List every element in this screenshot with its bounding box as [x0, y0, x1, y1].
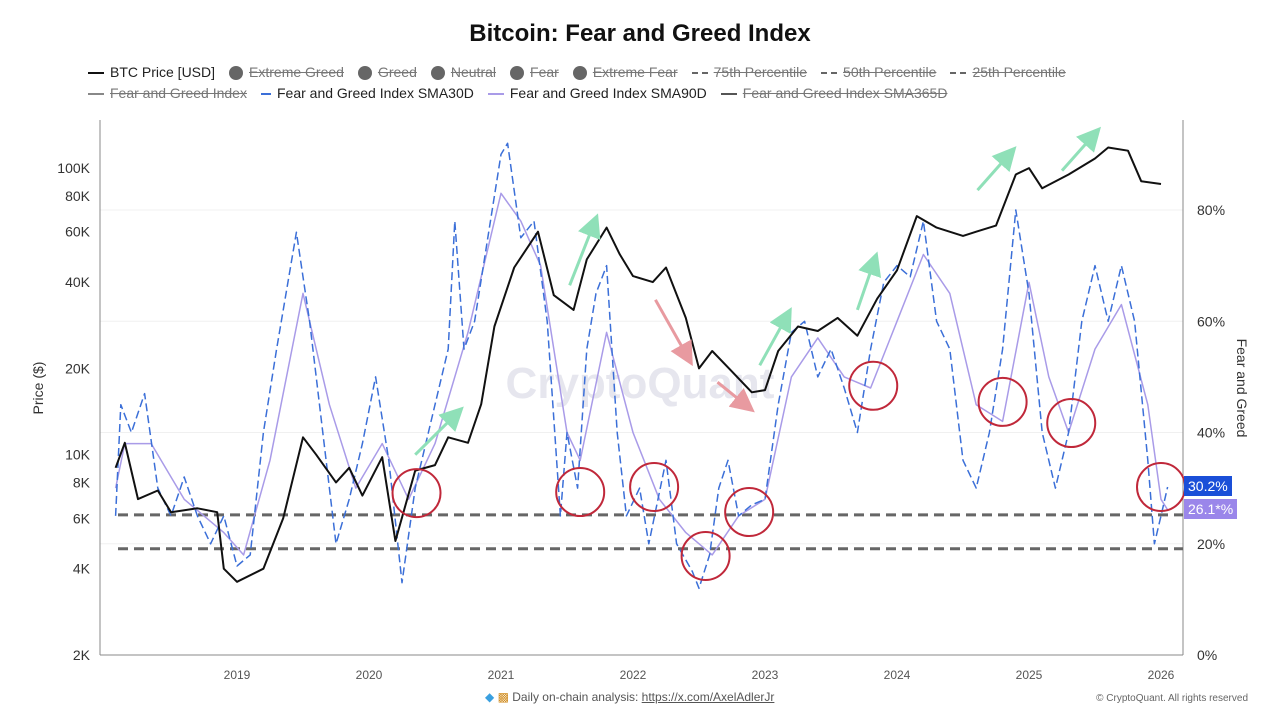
left-axis-label: Price ($)	[30, 362, 46, 415]
x-tick-label: 2022	[620, 668, 647, 682]
x-tick-label: 2021	[488, 668, 515, 682]
legend-swatch	[720, 93, 737, 96]
diamond-icon: ◆	[485, 690, 495, 704]
legend-label: Fear and Greed Index	[110, 85, 247, 101]
legend-swatch	[691, 72, 708, 75]
legend-swatch	[950, 72, 967, 75]
legend-swatch	[88, 72, 104, 75]
footer-link[interactable]: https://x.com/AxelAdlerJr	[641, 690, 775, 704]
legend-label: Fear and Greed Index SMA30D	[276, 85, 474, 101]
legend-item[interactable]: Neutral	[430, 62, 497, 83]
legend-label: Extreme Fear	[592, 64, 678, 80]
sma90-last-value-badge: 26.1*%	[1184, 499, 1238, 519]
annotation-circle	[555, 467, 606, 518]
left-tick-label: 20K	[65, 360, 91, 376]
left-tick-label: 100K	[57, 160, 90, 176]
legend-item[interactable]: Greed	[357, 62, 417, 83]
legend-item[interactable]: Fear and Greed Index SMA90D	[487, 83, 707, 104]
right-tick-label: 20%	[1197, 536, 1225, 552]
x-tick-label: 2025	[1016, 668, 1043, 682]
footer: ◆ ▩ Daily on-chain analysis: https://x.c…	[485, 690, 774, 704]
legend-swatch	[88, 93, 104, 96]
watermark: CryptoQuant	[506, 359, 775, 408]
right-axis-label: Fear and Greed	[1234, 339, 1250, 438]
left-tick-label: 8K	[73, 474, 91, 490]
legend-swatch	[572, 66, 587, 81]
footer-text: Daily on-chain analysis:	[512, 690, 642, 704]
legend-label: Neutral	[450, 64, 497, 80]
series-line-fear-and-greed-index-sma90d	[114, 192, 1169, 556]
annotation-circle	[391, 468, 442, 519]
legend-swatch	[510, 66, 525, 81]
down-arrow	[654, 299, 693, 367]
series-line-btc-price-usd-	[114, 146, 1162, 583]
sma30-last-value-badge: 30.2%	[1184, 476, 1232, 496]
legend-swatch	[357, 66, 372, 81]
legend-label: 75th Percentile	[713, 64, 808, 80]
annotation-circle	[724, 487, 775, 538]
left-tick-label: 40K	[65, 274, 91, 290]
annotation-circle	[977, 376, 1028, 427]
right-tick-label: 40%	[1197, 425, 1225, 441]
legend-item[interactable]: Extreme Greed	[229, 62, 344, 83]
legend-item[interactable]: Fear and Greed Index SMA365D	[720, 83, 948, 104]
annotation-circle	[629, 462, 680, 513]
legend-item[interactable]: Fear and Greed Index	[88, 83, 247, 104]
legend-swatch	[821, 72, 838, 75]
legend-label: Fear and Greed Index SMA90D	[509, 85, 707, 101]
annotation-circle	[1136, 462, 1186, 513]
left-tick-label: 10K	[65, 447, 91, 463]
right-tick-label: 0%	[1197, 647, 1217, 663]
legend: BTC Price [USD] Extreme Greed Greed Neutral…	[88, 62, 1208, 104]
legend-swatch	[260, 93, 271, 96]
person-icon: ▩	[497, 690, 509, 704]
left-tick-label: 2K	[73, 647, 91, 663]
right-tick-label: 80%	[1197, 202, 1225, 218]
x-tick-label: 2023	[752, 668, 779, 682]
legend-item[interactable]: Fear and Greed Index SMA30D	[260, 83, 474, 104]
series-line-fear-and-greed-index-sma30d	[114, 142, 1169, 590]
x-tick-label: 2024	[884, 668, 911, 682]
legend-label: Fear and Greed Index SMA365D	[742, 85, 948, 101]
down-arrow	[716, 381, 755, 413]
up-arrow	[1060, 126, 1101, 172]
legend-label: BTC Price [USD]	[110, 64, 216, 80]
chart-title: Bitcoin: Fear and Greed Index	[469, 20, 811, 47]
legend-label: Extreme Greed	[249, 64, 344, 80]
x-tick-label: 2026	[1148, 668, 1175, 682]
right-tick-label: 60%	[1197, 313, 1225, 329]
up-arrow	[855, 251, 882, 311]
legend-label: Greed	[377, 64, 417, 80]
x-tick-label: 2020	[356, 668, 383, 682]
legend-item[interactable]: BTC Price [USD]	[88, 62, 215, 83]
legend-label: 50th Percentile	[843, 64, 937, 80]
up-arrow	[414, 406, 464, 456]
left-tick-label: 6K	[73, 510, 91, 526]
up-arrow	[976, 146, 1017, 192]
legend-swatch	[487, 93, 504, 96]
legend-item[interactable]: Fear	[510, 62, 559, 83]
legend-label: Fear	[530, 64, 559, 80]
annotation-circle	[680, 530, 731, 581]
copyright: © CryptoQuant. All rights reserved	[1096, 693, 1248, 704]
legend-swatch	[430, 66, 445, 81]
legend-swatch	[229, 66, 244, 81]
annotation-circle	[1046, 398, 1097, 449]
up-arrow	[568, 213, 601, 286]
left-tick-label: 60K	[65, 224, 91, 240]
legend-item[interactable]: Extreme Fear	[572, 62, 678, 83]
legend-item[interactable]: 25th Percentile	[950, 62, 1066, 83]
legend-label: 25th Percentile	[972, 64, 1066, 80]
left-tick-label: 80K	[65, 188, 91, 204]
annotation-circle	[848, 360, 899, 411]
legend-item[interactable]: 50th Percentile	[821, 62, 936, 83]
up-arrow	[758, 307, 792, 367]
left-tick-label: 4K	[73, 561, 91, 577]
legend-item[interactable]: 75th Percentile	[691, 62, 808, 83]
x-tick-label: 2019	[224, 668, 251, 682]
